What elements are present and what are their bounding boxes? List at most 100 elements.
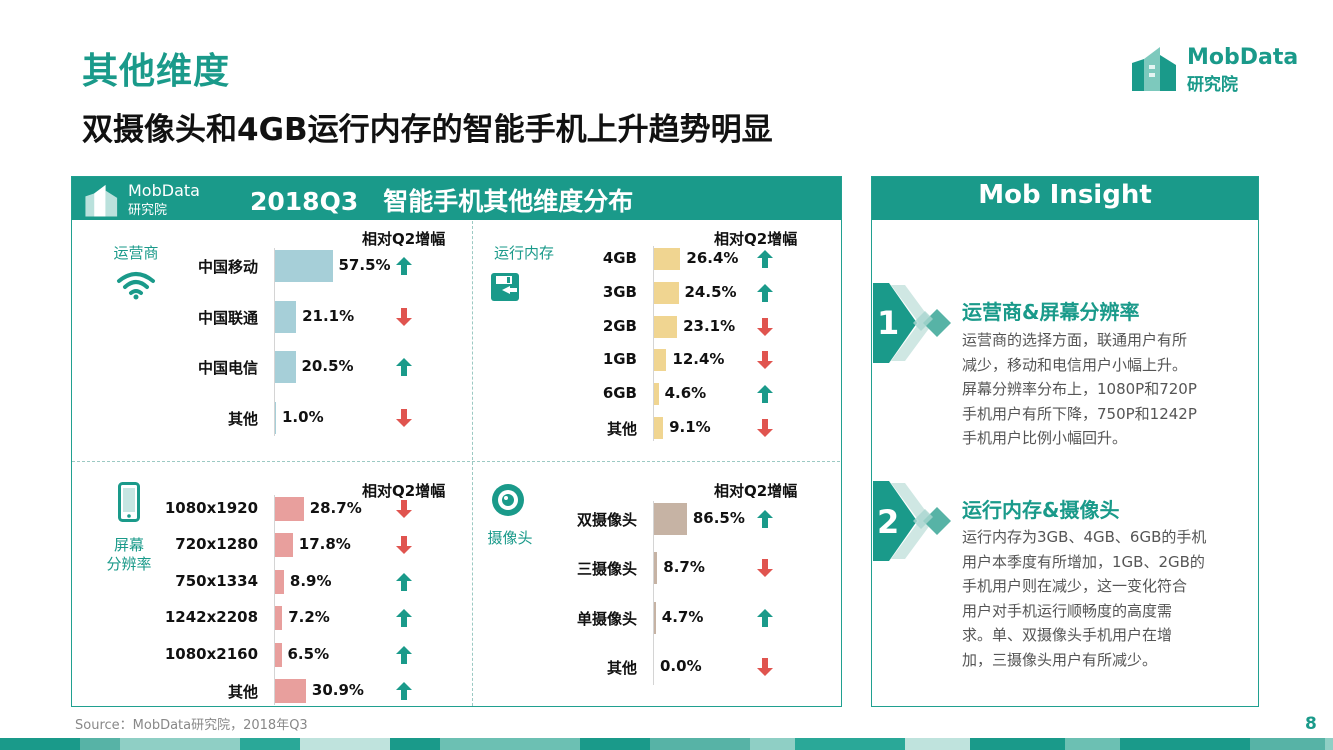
bar bbox=[654, 601, 656, 634]
insight-text-line: 减少，移动和电信用户小幅上升。 bbox=[962, 355, 1188, 374]
bar-value-label: 12.4% bbox=[672, 350, 725, 369]
bar-category-label: 中国联通 bbox=[197, 308, 258, 327]
source-note: Source：MobData研究院，2018年Q3 bbox=[75, 718, 308, 733]
bar-value-label: 28.7% bbox=[309, 499, 362, 517]
resolution-category-label-line1: 屏幕 bbox=[113, 536, 144, 554]
arrow-up-icon bbox=[396, 609, 412, 628]
panel-logo-subtext: 研究院 bbox=[128, 203, 168, 218]
footer-strip-segment bbox=[1250, 738, 1325, 750]
bar-value-label: 23.1% bbox=[683, 316, 736, 335]
camera-change-header: 相对Q2增幅 bbox=[714, 482, 798, 500]
footer-strip bbox=[0, 738, 1333, 750]
bar bbox=[654, 349, 667, 372]
memory-change-header: 相对Q2增幅 bbox=[714, 230, 798, 248]
bar bbox=[654, 417, 664, 439]
page-subtitle: 双摄像头和4GB运行内存的智能手机上升趋势明显 bbox=[82, 112, 773, 148]
bar bbox=[654, 281, 679, 304]
memory-category-label: 运行内存 bbox=[493, 244, 554, 262]
insight-title-1: 运营商&屏幕分辨率 bbox=[962, 300, 1140, 324]
bar-value-label: 1.0% bbox=[282, 407, 324, 426]
bar-value-label: 4.6% bbox=[664, 384, 707, 403]
bar bbox=[654, 552, 658, 585]
bar-category-label: 中国移动 bbox=[197, 258, 258, 276]
insight-number-1: 1 bbox=[877, 304, 900, 342]
carrier-category-label: 运营商 bbox=[113, 244, 159, 262]
insight-number-badge bbox=[873, 481, 951, 561]
bar-category-label: 其他 bbox=[606, 658, 637, 677]
building-logo-icon bbox=[85, 184, 118, 217]
footer-strip-segment bbox=[120, 738, 240, 750]
memory-axis bbox=[653, 246, 654, 441]
footer-strip-segment bbox=[750, 738, 795, 750]
insight-title-2: 运行内存&摄像头 bbox=[962, 498, 1120, 522]
insight-text-line: 运行内存为3GB、4GB、6GB的手机 bbox=[962, 528, 1207, 546]
bar bbox=[654, 503, 687, 535]
wifi-icon bbox=[117, 272, 155, 300]
insight-text-line: 手机用户比例小幅回升。 bbox=[962, 429, 1128, 447]
camera-axis bbox=[653, 501, 654, 685]
footer-strip-segment bbox=[1325, 738, 1333, 750]
footer-strip-segment bbox=[1120, 738, 1250, 750]
page-number: 8 bbox=[1305, 714, 1317, 734]
arrow-down-icon bbox=[757, 351, 773, 370]
panel-logo: MobData 研究院 bbox=[84, 181, 244, 218]
bar bbox=[275, 250, 333, 282]
footer-strip-segment bbox=[650, 738, 750, 750]
smartphone-icon bbox=[118, 482, 140, 522]
arrow-up-icon bbox=[757, 283, 773, 302]
bar-category-label: 720x1280 bbox=[175, 535, 258, 554]
bar bbox=[275, 300, 297, 333]
bar-category-label: 1GB bbox=[602, 350, 637, 369]
arrow-up-icon bbox=[396, 572, 412, 591]
bar-category-label: 其他 bbox=[606, 420, 637, 438]
footer-strip-segment bbox=[795, 738, 905, 750]
insight-text-1: 运营商的选择方面，联通用户有所 减少，移动和电信用户小幅上升。 屏幕分辨率分布上… bbox=[962, 328, 1232, 451]
bar-value-label: 0.0% bbox=[660, 656, 702, 675]
bar-value-label: 86.5% bbox=[692, 509, 745, 527]
arrow-down-icon bbox=[396, 307, 412, 326]
arrow-down-icon bbox=[396, 500, 412, 518]
bar-category-label: 其他 bbox=[227, 683, 258, 701]
insight-panel-header bbox=[872, 177, 1258, 220]
bar-value-label: 6.5% bbox=[287, 644, 330, 663]
bar bbox=[275, 533, 293, 558]
carrier-axis bbox=[274, 248, 275, 436]
bar-category-label: 3GB bbox=[602, 282, 637, 301]
resolution-change-header: 相对Q2增幅 bbox=[362, 482, 446, 500]
bar bbox=[275, 497, 304, 521]
bar-category-label: 1080x1920 bbox=[164, 499, 258, 517]
bar-category-label: 三摄像头 bbox=[576, 560, 637, 579]
bar-value-label: 21.1% bbox=[302, 306, 355, 325]
bar-value-label: 7.2% bbox=[288, 608, 330, 627]
bar-category-label: 双摄像头 bbox=[576, 511, 637, 529]
footer-strip-segment bbox=[905, 738, 970, 750]
insight-number-2: 2 bbox=[877, 503, 900, 541]
bar bbox=[654, 248, 681, 270]
bar-value-label: 57.5% bbox=[338, 256, 391, 274]
resolution-axis bbox=[274, 495, 275, 705]
insight-panel-title: Mob Insight bbox=[978, 180, 1152, 210]
insight-text-line: 手机用户有所下降，750P和1242P bbox=[962, 404, 1197, 423]
bar bbox=[275, 351, 296, 383]
bar-category-label: 1080x2160 bbox=[164, 644, 258, 663]
footer-strip-segment bbox=[970, 738, 1065, 750]
memory-save-icon bbox=[491, 273, 519, 301]
bar-value-label: 17.8% bbox=[298, 535, 351, 554]
insight-number-badge bbox=[873, 283, 951, 363]
panel-logo-text: MobData bbox=[128, 181, 200, 200]
bar bbox=[654, 383, 659, 406]
carrier-change-header: 相对Q2增幅 bbox=[362, 230, 446, 248]
bar-value-label: 20.5% bbox=[301, 357, 354, 375]
footer-strip-segment bbox=[1065, 738, 1120, 750]
footer-strip-segment bbox=[240, 738, 300, 750]
resolution-category-label-line2: 分辨率 bbox=[106, 555, 152, 573]
camera-category-label: 摄像头 bbox=[487, 529, 533, 547]
insight-text-line: 运营商的选择方面，联通用户有所 bbox=[962, 331, 1188, 349]
arrow-down-icon bbox=[757, 657, 773, 676]
insight-text-2: 运行内存为3GB、4GB、6GB的手机 用户本季度有所增加，1GB、2GB的 手… bbox=[962, 525, 1232, 672]
quadrant-divider-vertical bbox=[472, 221, 473, 706]
arrow-down-icon bbox=[757, 419, 773, 437]
arrow-up-icon bbox=[757, 385, 773, 404]
bar-category-label: 750x1334 bbox=[175, 571, 258, 590]
camera-lens-icon bbox=[492, 484, 524, 516]
